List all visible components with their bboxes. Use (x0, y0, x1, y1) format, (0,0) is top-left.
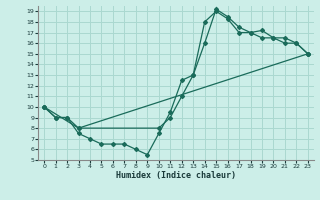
X-axis label: Humidex (Indice chaleur): Humidex (Indice chaleur) (116, 171, 236, 180)
